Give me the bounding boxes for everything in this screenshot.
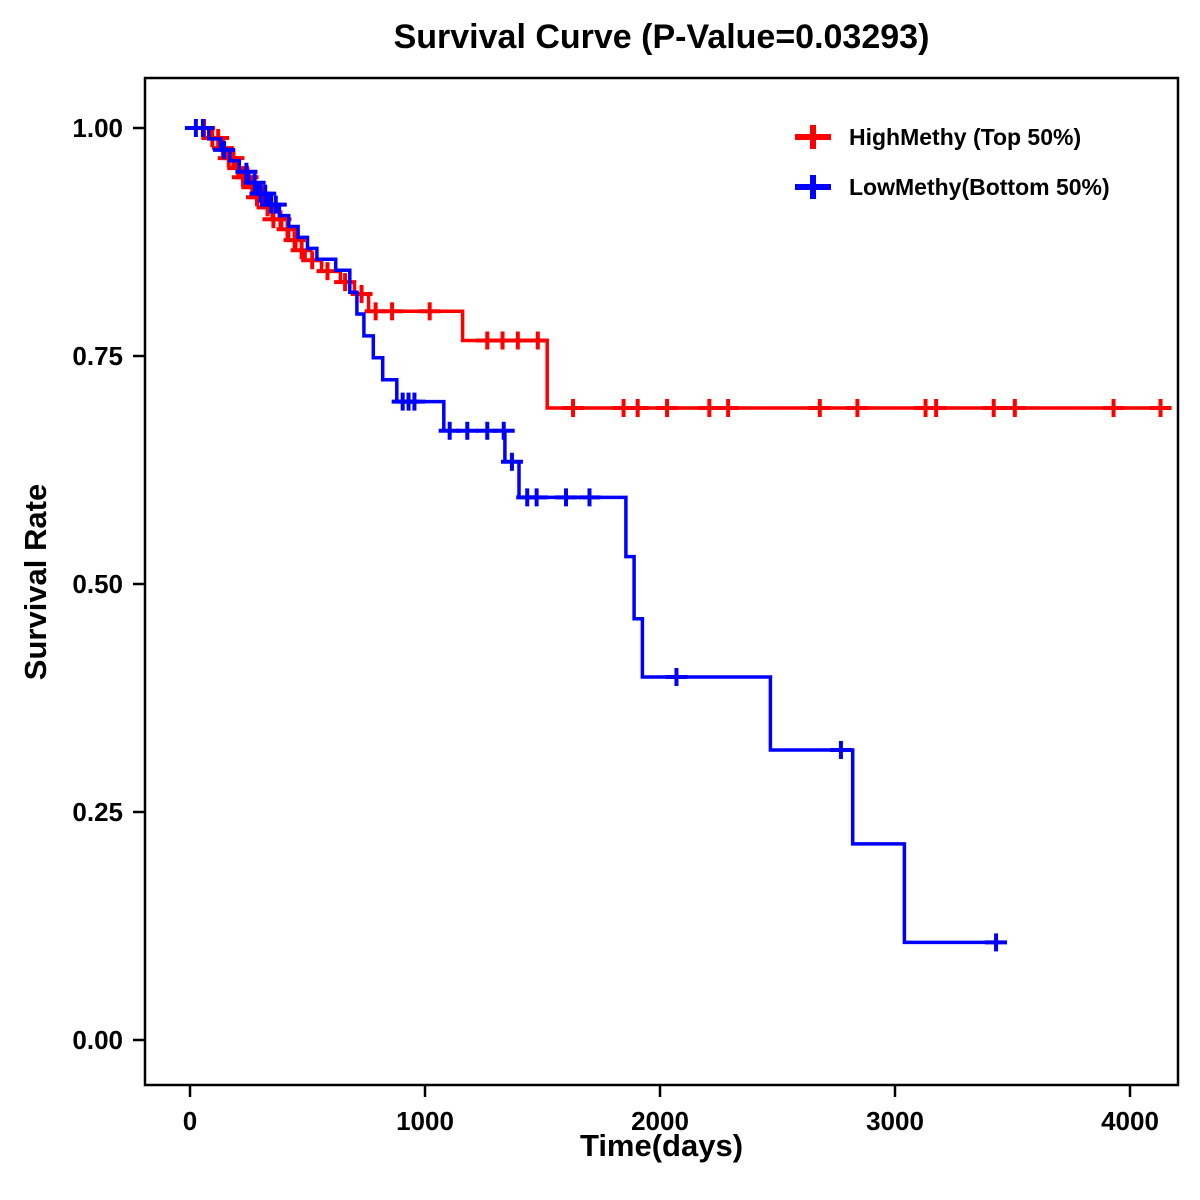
legend-item-0: HighMethy (Top 50%) — [795, 112, 1110, 162]
legend-item-1: LowMethy(Bottom 50%) — [795, 162, 1110, 212]
censor-plus-icon — [795, 172, 831, 202]
legend: HighMethy (Top 50%) LowMethy(Bottom 50%) — [795, 112, 1110, 212]
y-tick-label: 1.00 — [72, 113, 123, 143]
x-tick-label: 4000 — [1101, 1106, 1159, 1136]
y-tick-label: 0.75 — [72, 341, 123, 371]
censor-plus-icon — [795, 122, 831, 152]
legend-label-lowmethy: LowMethy(Bottom 50%) — [849, 173, 1110, 200]
y-axis-label: Survival Rate — [18, 483, 53, 681]
y-tick-label: 0.25 — [72, 797, 123, 827]
x-axis-label: Time(days) — [579, 1128, 744, 1163]
x-tick-label: 1000 — [396, 1106, 454, 1136]
y-tick-label: 0.50 — [72, 569, 123, 599]
legend-label-highmethy: HighMethy (Top 50%) — [849, 123, 1082, 150]
x-tick-label: 2000 — [631, 1106, 689, 1136]
chart-title: Survival Curve (P-Value=0.03293) — [393, 18, 930, 56]
x-tick-label: 0 — [183, 1106, 197, 1136]
series-path-1 — [190, 126, 1001, 945]
y-tick-label: 0.00 — [72, 1025, 123, 1055]
x-tick-label: 3000 — [866, 1106, 924, 1136]
plot-border — [143, 76, 1180, 1087]
